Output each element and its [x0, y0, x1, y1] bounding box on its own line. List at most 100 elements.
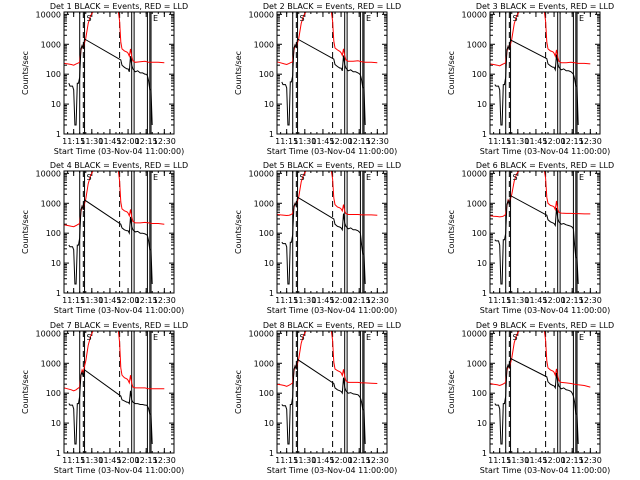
start-marker-label: S — [87, 333, 92, 342]
events-series-line — [281, 38, 366, 126]
y-tick-label: 1 — [482, 449, 487, 458]
end-marker-label: E — [366, 173, 371, 182]
series-group — [277, 171, 378, 285]
x-axis-label: Start Time (03-Nov-04 11:00:00) — [54, 466, 184, 475]
x-axis-label: Start Time (03-Nov-04 11:00:00) — [480, 147, 610, 156]
y-tick-label: 10000 — [36, 10, 61, 19]
y-tick-label: 10 — [51, 259, 61, 268]
y-tick-label: 100 — [472, 70, 487, 79]
series-group — [490, 171, 591, 285]
chart-title: Det 7 BLACK = Events, RED = LLD — [50, 321, 188, 330]
y-tick-label: 1 — [269, 130, 274, 139]
marker-lines — [505, 171, 578, 293]
end-marker-label: E — [579, 14, 584, 23]
x-tick-label: 12:15 — [348, 296, 371, 305]
chart-panel-1: Det 1 BLACK = Events, RED = LLD Counts/se… — [21, 2, 188, 156]
x-tick-label: 12:00 — [543, 137, 566, 146]
x-tick-label: 11:45 — [98, 456, 121, 465]
chart-panel-3: Det 3 BLACK = Events, RED = LLD Counts/se… — [447, 2, 614, 156]
start-marker-label: S — [513, 173, 518, 182]
x-tick-label: 12:00 — [543, 456, 566, 465]
y-tick-label: 100 — [46, 229, 61, 238]
end-marker-label: E — [153, 333, 158, 342]
x-tick-label: 12:30 — [579, 137, 602, 146]
y-axis-label: Counts/sec — [234, 210, 243, 254]
y-tick-label: 10000 — [462, 329, 487, 338]
x-tick-label: 12:30 — [366, 296, 389, 305]
y-axis-label: Counts/sec — [234, 51, 243, 95]
x-tick-label: 11:30 — [293, 137, 316, 146]
y-axis-label: Counts/sec — [21, 370, 30, 414]
x-tick-label: 11:15 — [62, 137, 85, 146]
x-tick-label: 11:15 — [275, 296, 298, 305]
plot-frame — [276, 11, 388, 135]
y-tick-label: 10000 — [36, 329, 61, 338]
y-tick-label: 100 — [472, 229, 487, 238]
y-tick-label: 1000 — [254, 40, 274, 49]
events-series-line — [494, 357, 579, 445]
x-tick-label: 12:15 — [348, 137, 371, 146]
y-tick-label: 1000 — [41, 40, 61, 49]
y-tick-label: 1000 — [41, 199, 61, 208]
y-tick-label: 1 — [56, 130, 61, 139]
marker-lines — [505, 331, 578, 453]
x-tick-label: 12:15 — [561, 137, 584, 146]
lld-series-line — [490, 12, 591, 67]
y-tick-label: 10000 — [249, 10, 274, 19]
end-marker-label: E — [153, 173, 158, 182]
plot-frame — [63, 11, 175, 135]
x-tick-label: 12:30 — [153, 456, 176, 465]
x-tick-label: 12:15 — [561, 456, 584, 465]
series-group — [64, 12, 165, 126]
y-tick-label: 1000 — [467, 359, 487, 368]
lld-series-line — [490, 331, 591, 388]
plot-frame — [489, 330, 601, 454]
y-tick-label: 10 — [477, 419, 487, 428]
chart-title: Det 2 BLACK = Events, RED = LLD — [263, 2, 401, 11]
x-tick-label: 12:00 — [117, 296, 140, 305]
x-tick-label: 11:45 — [311, 137, 334, 146]
start-marker-label: S — [300, 173, 305, 182]
x-tick-label: 11:45 — [98, 137, 121, 146]
x-tick-label: 11:30 — [293, 296, 316, 305]
y-tick-label: 100 — [259, 389, 274, 398]
lld-series-line — [64, 171, 165, 228]
start-marker-label: S — [87, 173, 92, 182]
x-tick-label: 11:15 — [488, 296, 511, 305]
x-tick-label: 11:15 — [62, 296, 85, 305]
x-tick-label: 12:00 — [117, 137, 140, 146]
start-marker-label: S — [300, 14, 305, 23]
y-tick-label: 10000 — [462, 169, 487, 178]
x-tick-label: 12:15 — [348, 456, 371, 465]
x-tick-label: 12:00 — [330, 456, 353, 465]
end-marker-label: E — [366, 333, 371, 342]
y-tick-label: 10 — [477, 259, 487, 268]
chart-title: Det 4 BLACK = Events, RED = LLD — [50, 161, 188, 170]
x-axis-label: Start Time (03-Nov-04 11:00:00) — [54, 306, 184, 315]
x-tick-label: 12:00 — [117, 456, 140, 465]
series-group — [490, 331, 591, 445]
chart-panel-9: Det 9 BLACK = Events, RED = LLD Counts/se… — [447, 321, 614, 475]
plot-frame — [276, 170, 388, 294]
events-series-line — [494, 194, 579, 285]
lld-series-line — [64, 12, 165, 66]
events-series-line — [68, 199, 153, 285]
marker-lines — [505, 12, 578, 134]
y-tick-label: 1 — [56, 289, 61, 298]
y-tick-label: 100 — [46, 389, 61, 398]
y-tick-label: 10 — [477, 100, 487, 109]
start-marker-label: S — [513, 14, 518, 23]
chart-panel-8: Det 8 BLACK = Events, RED = LLD Counts/se… — [234, 321, 401, 475]
plot-frame — [489, 170, 601, 294]
y-tick-label: 1000 — [41, 359, 61, 368]
x-tick-label: 11:30 — [80, 456, 103, 465]
x-tick-label: 11:15 — [488, 456, 511, 465]
x-tick-label: 11:45 — [524, 456, 547, 465]
y-axis-label: Counts/sec — [447, 210, 456, 254]
chart-panel-2: Det 2 BLACK = Events, RED = LLD Counts/se… — [234, 2, 401, 156]
chart-title: Det 3 BLACK = Events, RED = LLD — [476, 2, 614, 11]
x-tick-label: 12:15 — [135, 456, 158, 465]
x-tick-label: 12:30 — [153, 137, 176, 146]
y-tick-label: 1 — [269, 289, 274, 298]
